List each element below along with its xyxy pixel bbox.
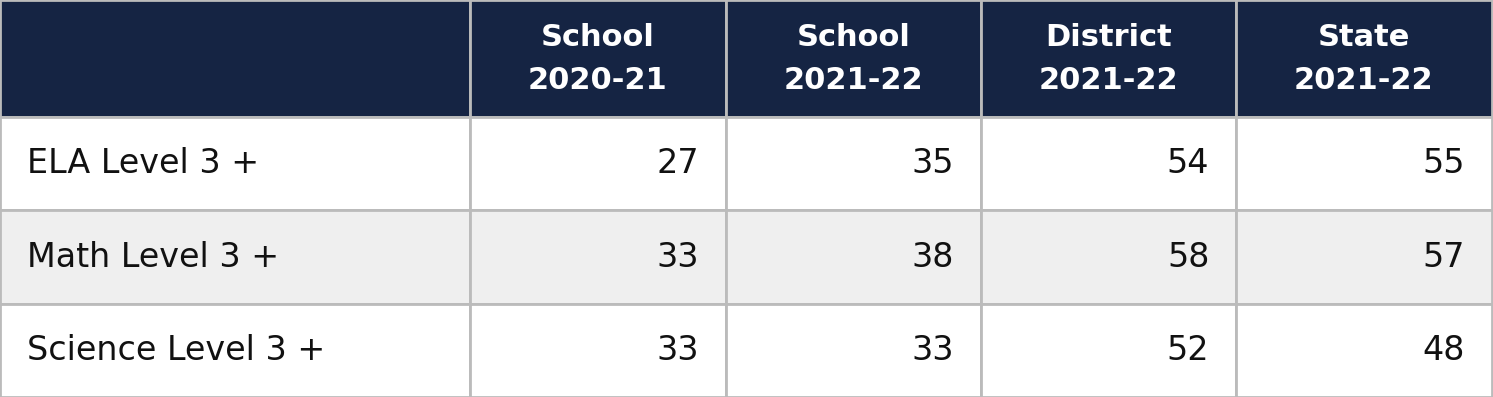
Bar	[0, 304, 470, 397]
Bar	[726, 0, 981, 117]
Text: 2021-22: 2021-22	[1039, 66, 1178, 95]
Text: 33: 33	[657, 334, 699, 367]
Text: 48: 48	[1423, 334, 1465, 367]
Text: Science Level 3 +: Science Level 3 +	[27, 334, 325, 367]
Text: District: District	[1045, 23, 1172, 52]
Bar	[726, 117, 981, 210]
Bar	[470, 117, 726, 210]
Text: 55: 55	[1423, 147, 1465, 180]
Bar	[1236, 0, 1492, 117]
Text: 58: 58	[1168, 241, 1209, 274]
Bar	[726, 304, 981, 397]
Bar	[0, 0, 470, 117]
Bar	[470, 210, 726, 304]
Bar	[0, 210, 470, 304]
Bar	[470, 304, 726, 397]
Text: 33: 33	[912, 334, 954, 367]
Bar	[1236, 304, 1492, 397]
Text: 38: 38	[912, 241, 954, 274]
Text: 54: 54	[1168, 147, 1209, 180]
Bar	[981, 0, 1236, 117]
Text: 35: 35	[912, 147, 954, 180]
Text: School: School	[796, 23, 911, 52]
Text: 57: 57	[1423, 241, 1465, 274]
Bar	[981, 210, 1236, 304]
Text: School: School	[540, 23, 655, 52]
Text: ELA Level 3 +: ELA Level 3 +	[27, 147, 258, 180]
Text: 2021-22: 2021-22	[784, 66, 923, 95]
Bar	[0, 117, 470, 210]
Text: 52: 52	[1166, 334, 1209, 367]
Bar	[981, 304, 1236, 397]
Text: State: State	[1318, 23, 1409, 52]
Bar	[981, 117, 1236, 210]
Text: 33: 33	[657, 241, 699, 274]
Text: 27: 27	[655, 147, 699, 180]
Bar	[726, 210, 981, 304]
Bar	[1236, 117, 1492, 210]
Bar	[1236, 210, 1492, 304]
Text: 2021-22: 2021-22	[1294, 66, 1433, 95]
Text: Math Level 3 +: Math Level 3 +	[27, 241, 279, 274]
Text: 2020-21: 2020-21	[529, 66, 667, 95]
Bar	[470, 0, 726, 117]
